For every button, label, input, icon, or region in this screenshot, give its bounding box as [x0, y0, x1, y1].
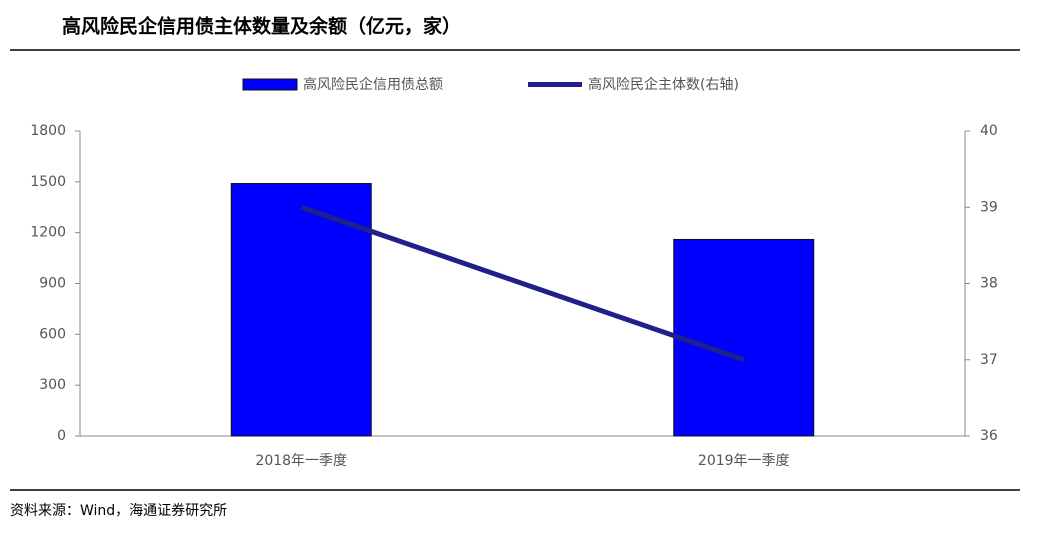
legend-label: 高风险民企信用债总额 [303, 76, 443, 93]
y2-tick-label: 36 [980, 428, 998, 444]
y-tick-label: 0 [57, 428, 66, 444]
y-tick-label: 600 [39, 326, 66, 342]
line-series [300, 204, 745, 363]
legend-label: 高风险民企主体数(右轴) [588, 76, 739, 93]
bar [230, 183, 372, 437]
bar [673, 238, 815, 437]
source-note: 资料来源：Wind，海通证券研究所 [10, 503, 227, 519]
legend-swatch [242, 78, 298, 91]
y2-tick-label: 38 [980, 276, 998, 292]
y2-tick-label: 37 [980, 352, 998, 368]
y-tick-label: 300 [39, 377, 66, 393]
x-tick-label: 2018年一季度 [255, 453, 347, 469]
chart-title: 高风险民企信用债主体数量及余额（亿元，家） [62, 15, 461, 38]
y-tick-label: 900 [39, 276, 66, 292]
y2-tick-label: 39 [980, 199, 998, 215]
y-tick-label: 1800 [30, 123, 66, 139]
y-tick-label: 1200 [30, 225, 66, 241]
y-tick-label: 1500 [30, 174, 66, 190]
y2-tick-label: 40 [980, 123, 998, 139]
x-tick-label: 2019年一季度 [698, 453, 790, 469]
